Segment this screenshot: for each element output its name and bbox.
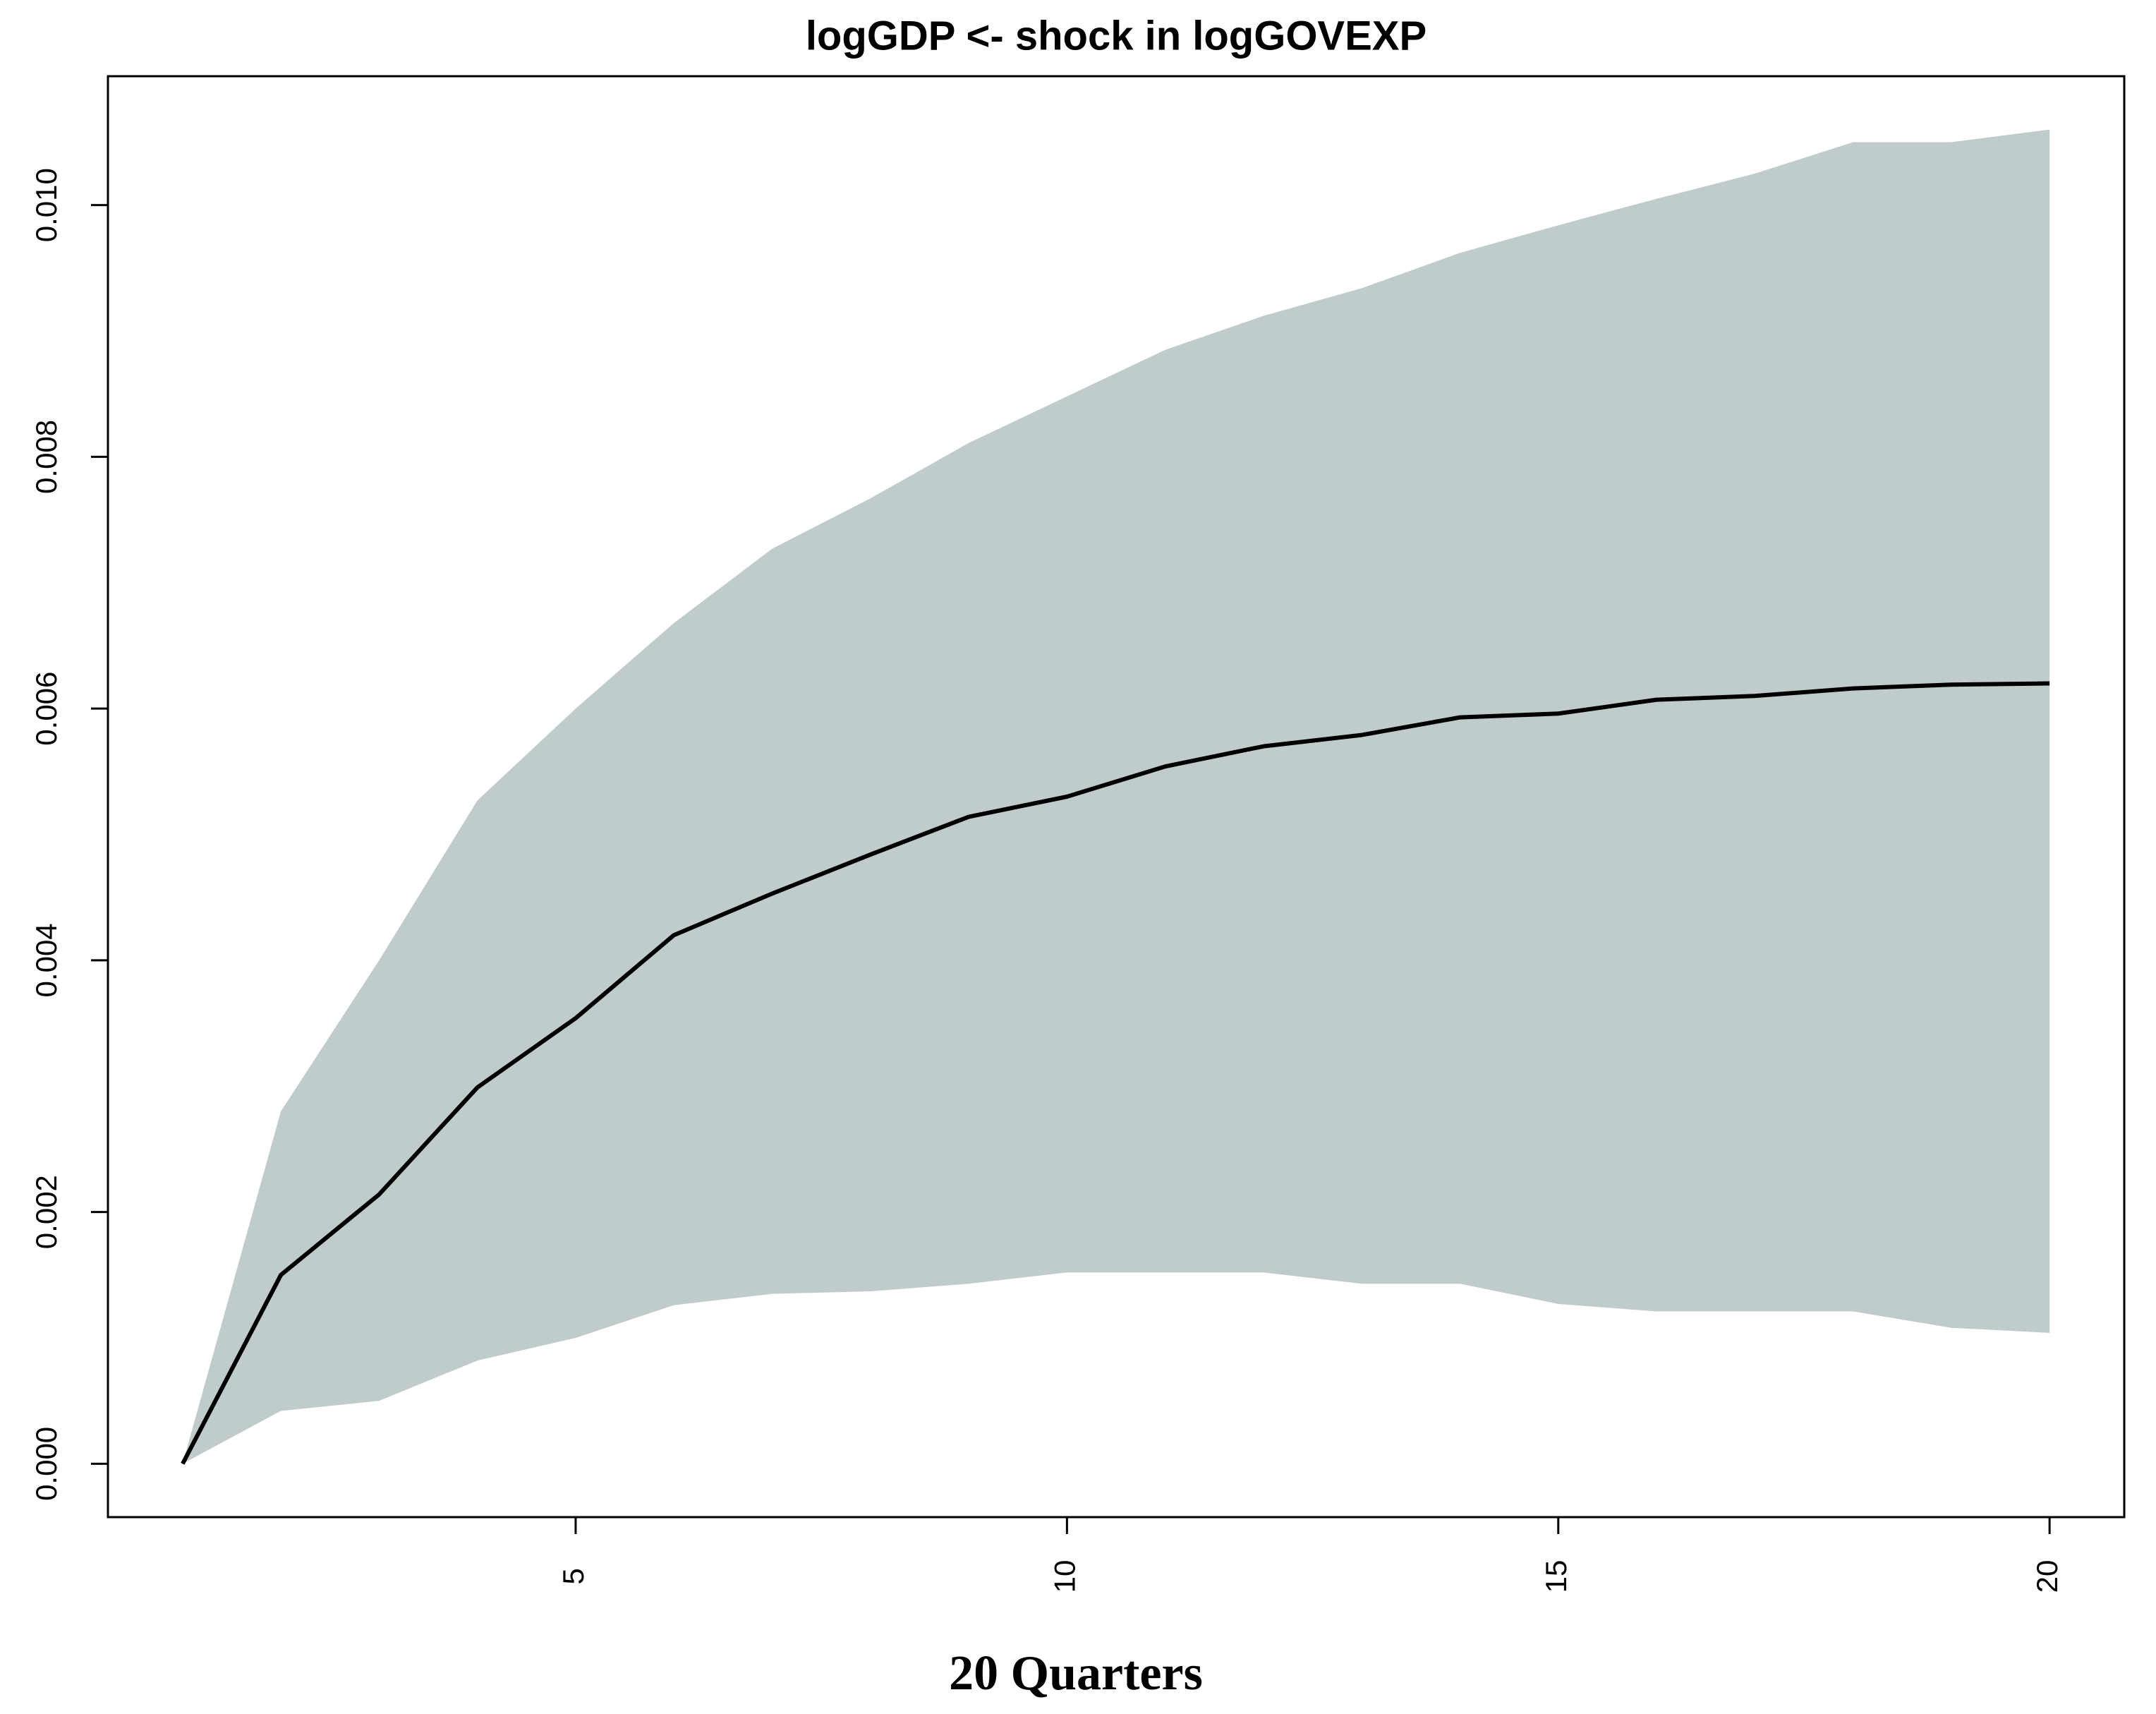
x-tick-label: 5 — [557, 1568, 590, 1584]
y-tick-label: 0.008 — [30, 420, 63, 494]
x-tick-label: 15 — [1539, 1560, 1573, 1593]
x-tick-label: 10 — [1048, 1560, 1081, 1593]
confidence-band — [182, 129, 2050, 1464]
y-tick-label: 0.010 — [30, 168, 63, 242]
y-tick-label: 0.002 — [30, 1175, 63, 1249]
x-axis-label: 20 Quarters — [949, 1646, 1203, 1701]
y-tick-label: 0.004 — [30, 923, 63, 997]
y-tick-label: 0.006 — [30, 672, 63, 746]
response-line — [181, 681, 2050, 1465]
y-tick-label: 0.000 — [30, 1427, 63, 1501]
chart-title: logGDP <- shock in logGOVEXP — [806, 13, 1427, 59]
x-tick-label: 20 — [2030, 1560, 2064, 1593]
